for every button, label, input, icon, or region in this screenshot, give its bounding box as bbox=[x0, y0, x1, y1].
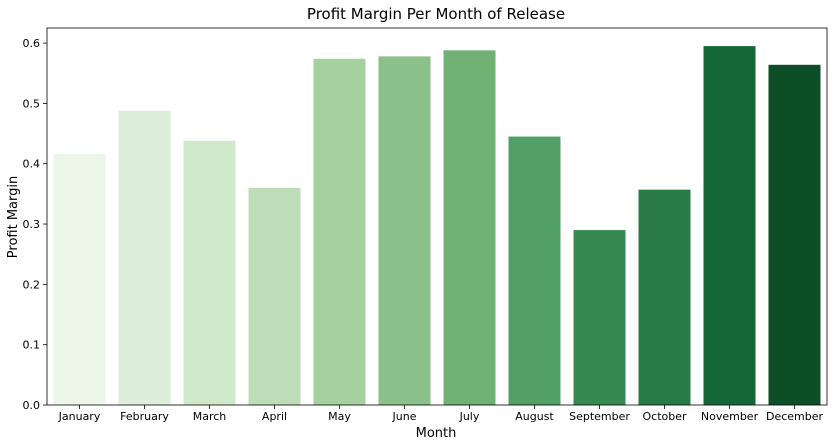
bar-february bbox=[118, 110, 171, 405]
bar-july bbox=[443, 50, 496, 405]
y-tick-label: 0.1 bbox=[23, 339, 41, 352]
bar-september bbox=[573, 230, 626, 405]
chart-title: Profit Margin Per Month of Release bbox=[307, 5, 565, 23]
bar-january bbox=[53, 154, 106, 405]
bar-may bbox=[313, 58, 366, 405]
x-axis-label: Month bbox=[416, 426, 457, 441]
x-tick-label: June bbox=[392, 410, 417, 423]
x-tick-label: April bbox=[262, 410, 287, 423]
x-tick-label: August bbox=[515, 410, 554, 423]
y-tick-label: 0.5 bbox=[23, 97, 41, 110]
y-axis-label: Profit Margin bbox=[6, 176, 21, 258]
y-tick-label: 0.2 bbox=[23, 278, 41, 291]
bar-november bbox=[703, 46, 756, 405]
x-tick-label: December bbox=[766, 410, 824, 423]
bar-june bbox=[378, 56, 431, 405]
x-tick-label: September bbox=[569, 410, 630, 423]
bar-october bbox=[638, 189, 691, 405]
x-tick-label: October bbox=[642, 410, 686, 423]
y-axis: 0.0 0.1 0.2 0.3 0.4 0.5 0.6 bbox=[23, 37, 47, 412]
x-tick-label: July bbox=[459, 410, 480, 423]
bar-march bbox=[183, 140, 236, 406]
bar-april bbox=[248, 187, 301, 405]
x-tick-label: May bbox=[328, 410, 351, 423]
y-tick-label: 0.4 bbox=[23, 158, 41, 171]
y-tick-label: 0.6 bbox=[23, 37, 41, 50]
bars-layer bbox=[53, 46, 821, 406]
y-tick-label: 0.0 bbox=[23, 399, 41, 412]
x-tick-label: January bbox=[58, 410, 101, 423]
x-tick-label: November bbox=[701, 410, 759, 423]
bar-december bbox=[768, 64, 821, 406]
y-tick-label: 0.3 bbox=[23, 218, 41, 231]
plot-frame bbox=[46, 27, 828, 406]
x-tick-label: March bbox=[193, 410, 227, 423]
bar-august bbox=[508, 136, 561, 405]
x-tick-label: February bbox=[120, 410, 169, 423]
x-axis: January February March April May June July Augu… bbox=[58, 405, 824, 423]
